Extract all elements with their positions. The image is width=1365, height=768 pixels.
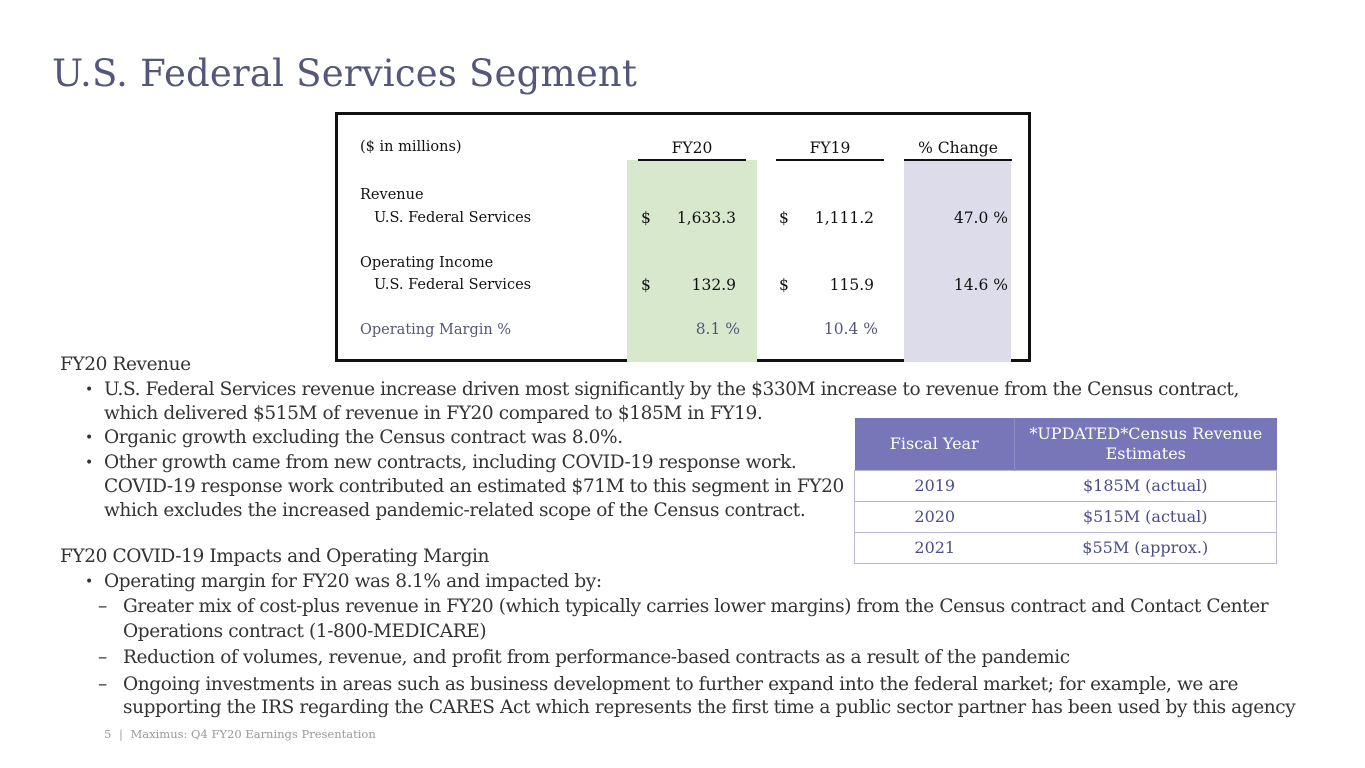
sub-bullet-text: supporting the IRS regarding the CARES A… <box>123 697 1296 718</box>
section-heading-revenue: Revenue <box>360 187 424 203</box>
table-row: 2019 $185M (actual) <box>854 469 1277 501</box>
row-label: U.S. Federal Services <box>374 210 532 226</box>
fiscal-year-cell: 2019 <box>854 469 1015 501</box>
section-heading-operating-income: Operating Income <box>360 255 494 271</box>
bullet-icon: • <box>85 455 93 471</box>
dash-icon: – <box>98 647 107 668</box>
estimate-cell: $185M (actual) <box>1014 469 1277 501</box>
estimate-cell: $55M (approx.) <box>1014 531 1277 564</box>
currency-symbol: $ <box>779 209 789 227</box>
currency-symbol: $ <box>641 276 651 294</box>
column-header-fy20: FY20 <box>671 139 713 157</box>
header-underline <box>904 159 1012 161</box>
column-header-census-estimates: *UPDATED*Census Revenue Estimates <box>1014 418 1277 470</box>
estimate-cell: $515M (actual) <box>1014 500 1277 532</box>
table-row: 2020 $515M (actual) <box>854 500 1277 532</box>
section-heading-covid-impacts: FY20 COVID-19 Impacts and Operating Marg… <box>60 546 490 567</box>
change-column-highlight <box>904 160 1011 362</box>
census-table-header-row: Fiscal Year *UPDATED*Census Revenue Esti… <box>854 418 1277 470</box>
units-label: ($ in millions) <box>360 139 462 155</box>
page-number: 5 <box>104 727 112 741</box>
bullet-text: U.S. Federal Services revenue increase d… <box>104 379 1239 400</box>
bullet-text: Organic growth excluding the Census cont… <box>104 427 623 448</box>
fy20-column-highlight <box>627 160 757 362</box>
column-header-fy19: FY19 <box>809 139 851 157</box>
bullet-icon: • <box>85 382 93 398</box>
bullet-text: COVID-19 response work contributed an es… <box>104 476 844 497</box>
dash-icon: – <box>98 674 107 695</box>
revenue-change-value: 47.0 % <box>953 209 1008 227</box>
operating-income-fy19-value: 115.9 <box>829 276 874 294</box>
currency-symbol: $ <box>641 209 651 227</box>
column-header-change: % Change <box>918 139 998 157</box>
slide-title: U.S. Federal Services Segment <box>52 52 638 95</box>
currency-symbol: $ <box>779 276 789 294</box>
bullet-text: Operating margin for FY20 was 8.1% and i… <box>104 571 602 592</box>
financial-summary-table: ($ in millions) FY20 FY19 % Change Reven… <box>335 112 1031 362</box>
column-header-fiscal-year: Fiscal Year <box>854 418 1015 470</box>
fiscal-year-cell: 2020 <box>854 500 1015 532</box>
operating-margin-fy19-value: 10.4 % <box>823 320 878 338</box>
sub-bullet-text: Ongoing investments in areas such as bus… <box>123 674 1239 695</box>
census-revenue-table: Fiscal Year *UPDATED*Census Revenue Esti… <box>854 418 1277 564</box>
section-heading-fy20-revenue: FY20 Revenue <box>60 354 191 375</box>
sub-bullet-text: Operations contract (1-800-MEDICARE) <box>123 621 487 642</box>
bullet-icon: • <box>85 430 93 446</box>
footer-text: Maximus: Q4 FY20 Earnings Presentation <box>130 727 376 741</box>
bullet-text: Other growth came from new contracts, in… <box>104 452 797 473</box>
revenue-fy20-value: 1,633.3 <box>676 209 736 227</box>
revenue-fy19-value: 1,111.2 <box>814 209 874 227</box>
bullet-text: which delivered $515M of revenue in FY20… <box>104 403 763 424</box>
header-underline <box>776 159 884 161</box>
operating-income-change-value: 14.6 % <box>953 276 1008 294</box>
operating-income-fy20-value: 132.9 <box>691 276 736 294</box>
bullet-icon: • <box>85 574 93 590</box>
bullet-text: which excludes the increased pandemic-re… <box>104 500 806 521</box>
dash-icon: – <box>98 596 107 617</box>
table-row: 2021 $55M (approx.) <box>854 531 1277 564</box>
fiscal-year-cell: 2021 <box>854 531 1015 564</box>
slide-footer: 5 | Maximus: Q4 FY20 Earnings Presentati… <box>104 727 376 741</box>
sub-bullet-text: Reduction of volumes, revenue, and profi… <box>123 647 1070 668</box>
operating-margin-label: Operating Margin % <box>360 322 512 338</box>
row-label: U.S. Federal Services <box>374 277 532 293</box>
header-underline <box>638 159 746 161</box>
sub-bullet-text: Greater mix of cost-plus revenue in FY20… <box>123 596 1269 617</box>
footer-separator: | <box>118 727 123 741</box>
operating-margin-fy20-value: 8.1 % <box>695 320 740 338</box>
